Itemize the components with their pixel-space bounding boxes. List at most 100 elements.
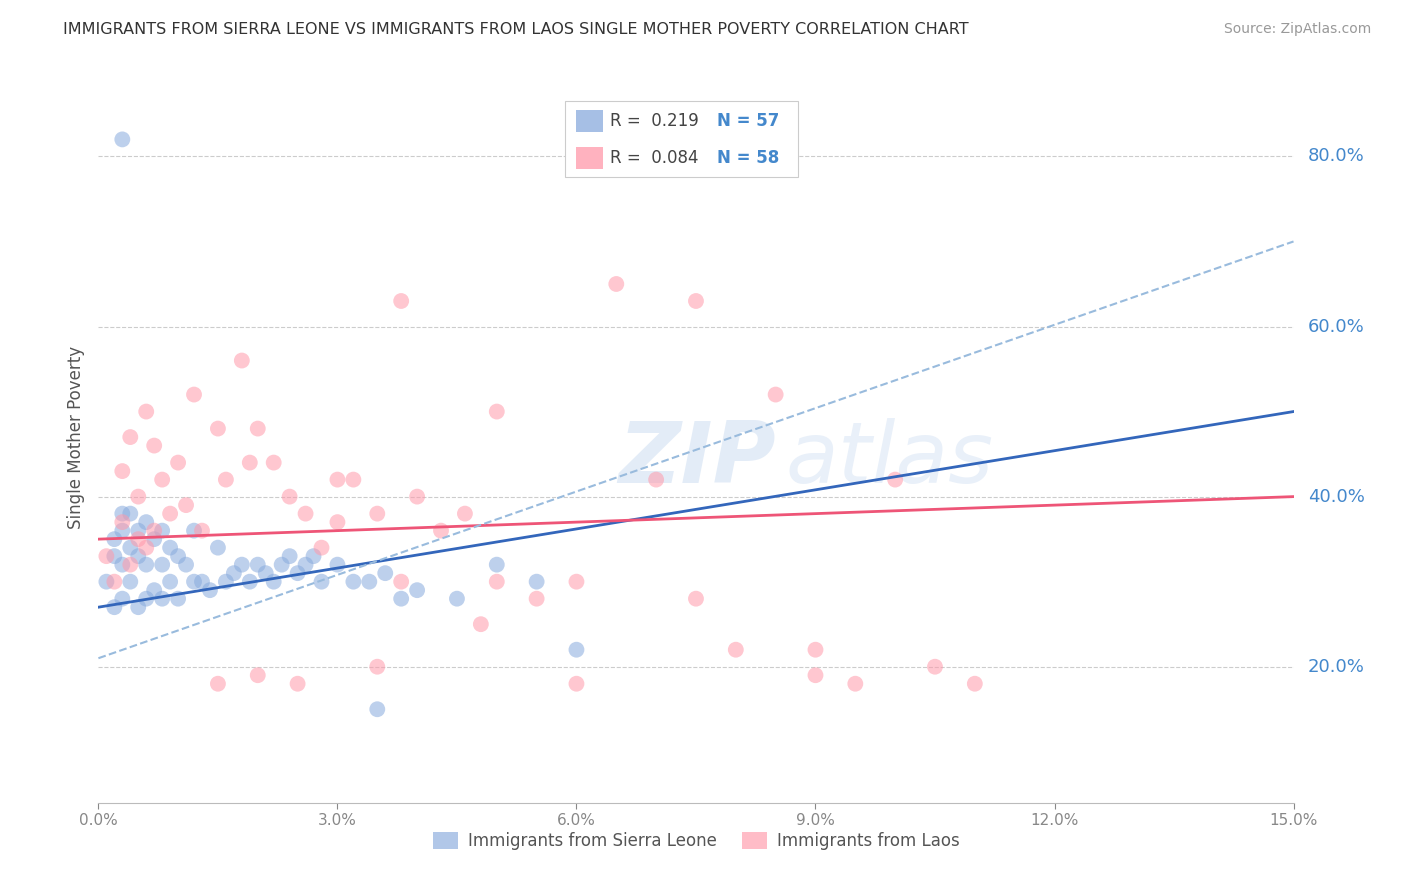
Bar bbox=[576, 146, 603, 169]
Point bbox=[294, 558, 316, 572]
Point bbox=[526, 591, 548, 606]
Point bbox=[159, 574, 181, 589]
Point bbox=[844, 677, 866, 691]
Point bbox=[159, 541, 181, 555]
Point bbox=[963, 677, 986, 691]
Point bbox=[326, 473, 349, 487]
Point bbox=[191, 574, 214, 589]
Point bbox=[127, 549, 149, 563]
Point bbox=[278, 490, 301, 504]
Point bbox=[231, 558, 253, 572]
Point bbox=[127, 524, 149, 538]
Point bbox=[406, 583, 429, 598]
Point bbox=[270, 558, 292, 572]
Point bbox=[143, 439, 166, 453]
Point bbox=[366, 507, 388, 521]
Point bbox=[111, 464, 134, 478]
Point bbox=[222, 566, 245, 581]
Point bbox=[174, 498, 197, 512]
Point bbox=[183, 524, 205, 538]
Point bbox=[96, 549, 118, 563]
Point bbox=[183, 387, 205, 401]
Point bbox=[183, 574, 205, 589]
Point bbox=[135, 591, 157, 606]
Point bbox=[724, 642, 747, 657]
Point bbox=[174, 558, 197, 572]
Point bbox=[685, 591, 707, 606]
Point bbox=[526, 574, 548, 589]
Bar bbox=[576, 110, 603, 132]
Point bbox=[207, 677, 229, 691]
Point bbox=[127, 532, 149, 546]
Point bbox=[246, 421, 269, 435]
Point bbox=[326, 558, 349, 572]
Point bbox=[111, 132, 134, 146]
Point bbox=[470, 617, 492, 632]
Point bbox=[765, 387, 787, 401]
Point bbox=[454, 507, 477, 521]
Point bbox=[120, 541, 142, 555]
Legend: Immigrants from Sierra Leone, Immigrants from Laos: Immigrants from Sierra Leone, Immigrants… bbox=[426, 825, 966, 856]
Text: Source: ZipAtlas.com: Source: ZipAtlas.com bbox=[1223, 22, 1371, 37]
Point bbox=[103, 574, 125, 589]
Point bbox=[120, 507, 142, 521]
Point bbox=[143, 583, 166, 598]
Point bbox=[103, 600, 125, 615]
Point bbox=[207, 541, 229, 555]
Point bbox=[485, 574, 508, 589]
Point bbox=[287, 566, 309, 581]
Point bbox=[143, 532, 166, 546]
Point bbox=[485, 404, 508, 418]
Point bbox=[111, 591, 134, 606]
Point bbox=[565, 642, 588, 657]
Point bbox=[215, 574, 238, 589]
Point bbox=[389, 574, 412, 589]
Text: ZIP: ZIP bbox=[619, 417, 776, 500]
Text: 80.0%: 80.0% bbox=[1308, 147, 1365, 165]
Point bbox=[150, 591, 173, 606]
Y-axis label: Single Mother Poverty: Single Mother Poverty bbox=[66, 345, 84, 529]
Point bbox=[685, 293, 707, 308]
Point bbox=[120, 430, 142, 444]
Point bbox=[263, 574, 285, 589]
Point bbox=[111, 507, 134, 521]
Point bbox=[389, 591, 412, 606]
Text: IMMIGRANTS FROM SIERRA LEONE VS IMMIGRANTS FROM LAOS SINGLE MOTHER POVERTY CORRE: IMMIGRANTS FROM SIERRA LEONE VS IMMIGRAN… bbox=[63, 22, 969, 37]
Point bbox=[96, 574, 118, 589]
Point bbox=[645, 473, 668, 487]
Point bbox=[342, 574, 364, 589]
Text: N = 57: N = 57 bbox=[717, 112, 780, 130]
Text: R =  0.084: R = 0.084 bbox=[610, 149, 699, 167]
Point bbox=[804, 668, 827, 682]
Point bbox=[111, 558, 134, 572]
Point bbox=[127, 490, 149, 504]
Point bbox=[302, 549, 325, 563]
Point bbox=[167, 549, 190, 563]
Point bbox=[294, 507, 316, 521]
Text: R =  0.219: R = 0.219 bbox=[610, 112, 699, 130]
Point bbox=[143, 524, 166, 538]
Point bbox=[135, 558, 157, 572]
Point bbox=[207, 421, 229, 435]
Point bbox=[366, 659, 388, 673]
Point bbox=[239, 574, 262, 589]
Point bbox=[565, 574, 588, 589]
Point bbox=[150, 524, 173, 538]
Point bbox=[103, 532, 125, 546]
Point bbox=[924, 659, 946, 673]
Point bbox=[111, 515, 134, 529]
Point bbox=[159, 507, 181, 521]
Point bbox=[430, 524, 453, 538]
Point bbox=[263, 456, 285, 470]
FancyBboxPatch shape bbox=[565, 101, 797, 178]
Point bbox=[150, 473, 173, 487]
Point bbox=[485, 558, 508, 572]
Text: 20.0%: 20.0% bbox=[1308, 657, 1365, 676]
Point bbox=[287, 677, 309, 691]
Text: atlas: atlas bbox=[786, 417, 994, 500]
Point bbox=[246, 668, 269, 682]
Point bbox=[311, 541, 333, 555]
Point bbox=[111, 524, 134, 538]
Point bbox=[191, 524, 214, 538]
Point bbox=[246, 558, 269, 572]
